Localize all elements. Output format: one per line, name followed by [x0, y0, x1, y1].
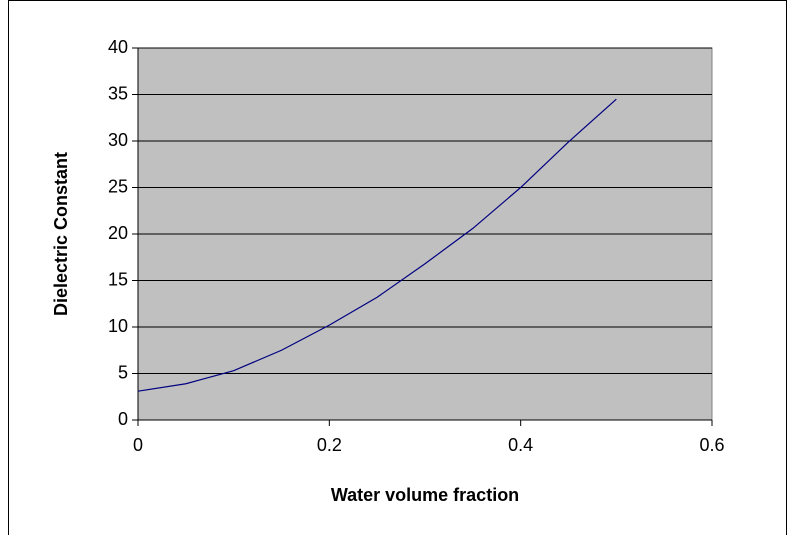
y-tick-label: 15 — [108, 269, 128, 289]
x-tick-label: 0.2 — [317, 435, 342, 455]
x-tick-label: 0.6 — [699, 435, 724, 455]
x-tick-label: 0 — [133, 435, 143, 455]
y-tick-label: 40 — [108, 37, 128, 57]
y-tick-label: 30 — [108, 130, 128, 150]
y-tick-label: 35 — [108, 83, 128, 103]
y-tick-label: 10 — [108, 316, 128, 336]
y-tick-label: 5 — [118, 362, 128, 382]
y-tick-label: 25 — [108, 176, 128, 196]
x-axis-title: Water volume fraction — [331, 485, 519, 505]
x-tick-label: 0.4 — [508, 435, 533, 455]
chart-frame — [8, 0, 787, 535]
y-axis-title: Dielectric Constant — [51, 152, 71, 316]
data-line — [137, 98, 617, 392]
y-tick-label: 20 — [108, 223, 128, 243]
y-tick-label: 0 — [118, 409, 128, 429]
